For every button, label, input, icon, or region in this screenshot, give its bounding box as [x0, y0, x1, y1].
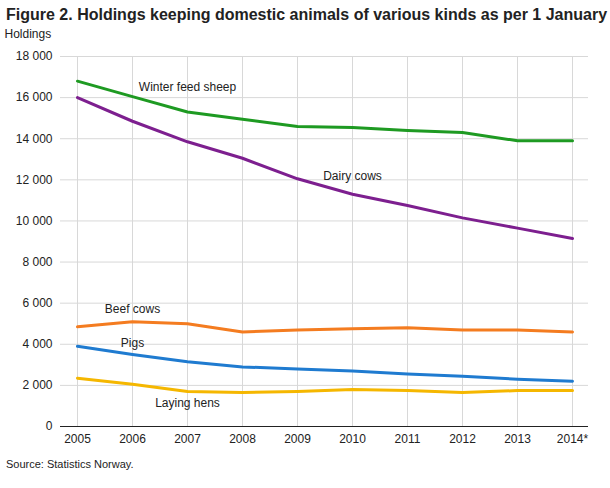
- svg-text:12 000: 12 000: [16, 173, 53, 187]
- svg-text:2014*: 2014*: [557, 432, 589, 446]
- svg-text:2011: 2011: [395, 432, 421, 446]
- svg-text:2009: 2009: [284, 432, 311, 446]
- svg-text:2008: 2008: [229, 432, 256, 446]
- svg-text:Laying hens: Laying hens: [155, 396, 220, 410]
- svg-text:0: 0: [46, 419, 53, 433]
- svg-text:2005: 2005: [64, 432, 91, 446]
- svg-text:2012: 2012: [449, 432, 476, 446]
- svg-text:Holdings: Holdings: [5, 27, 52, 41]
- svg-text:Pigs: Pigs: [121, 336, 144, 350]
- svg-text:10 000: 10 000: [16, 214, 53, 228]
- svg-text:8 000: 8 000: [22, 255, 52, 269]
- svg-text:2 000: 2 000: [22, 378, 52, 392]
- svg-text:Beef cows: Beef cows: [105, 302, 160, 316]
- svg-text:Winter feed sheep: Winter feed sheep: [139, 80, 237, 94]
- svg-text:18 000: 18 000: [16, 49, 53, 63]
- svg-text:16 000: 16 000: [16, 90, 53, 104]
- svg-text:2010: 2010: [339, 432, 366, 446]
- svg-text:6 000: 6 000: [22, 296, 52, 310]
- html-text:Source: Statistics Norway.: Source: Statistics Norway.: [6, 458, 134, 470]
- svg-text:14 000: 14 000: [16, 132, 53, 146]
- svg-text:Dairy cows: Dairy cows: [323, 169, 382, 183]
- svg-text:2007: 2007: [174, 432, 201, 446]
- svg-text:2006: 2006: [119, 432, 146, 446]
- svg-text:2013: 2013: [504, 432, 531, 446]
- html-text:Figure 2. Holdings keeping dom: Figure 2. Holdings keeping domestic anim…: [6, 6, 608, 23]
- svg-text:4 000: 4 000: [22, 337, 52, 351]
